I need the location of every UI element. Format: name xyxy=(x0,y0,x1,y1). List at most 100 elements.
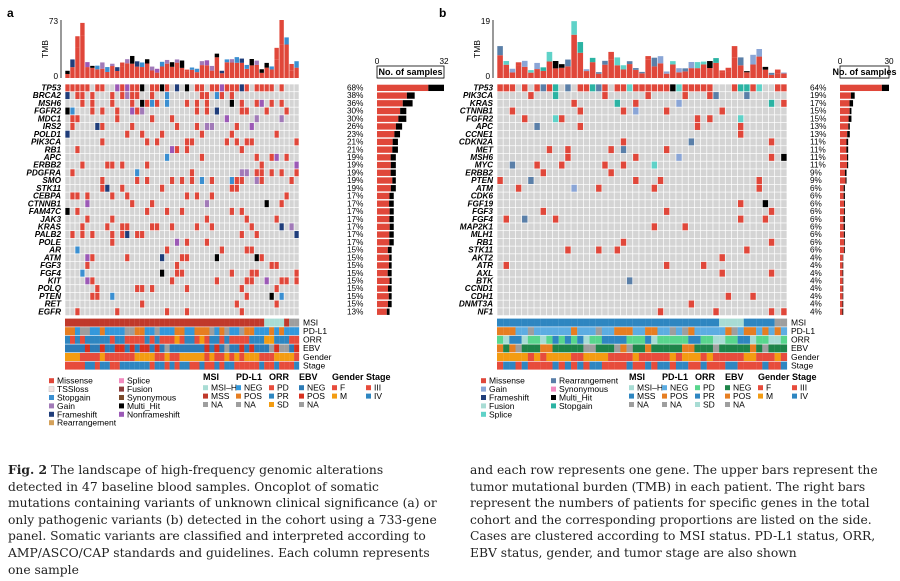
mutation-cell xyxy=(135,215,140,223)
legend-swatch xyxy=(725,385,730,391)
mutation-cell xyxy=(515,130,522,138)
mutation-cell xyxy=(75,285,80,293)
mutation-cell xyxy=(80,231,85,239)
mutation-cell xyxy=(534,107,540,115)
mutation-cell xyxy=(614,153,621,161)
mutation-cell xyxy=(239,146,244,154)
mutation-cell xyxy=(775,200,781,208)
mutation-cell xyxy=(169,300,175,308)
mutation-cell xyxy=(224,223,229,231)
mutation-cell xyxy=(169,254,175,262)
mutation-cell xyxy=(294,153,299,161)
mutation-cell xyxy=(559,146,565,154)
tmb-bar-segment xyxy=(274,47,279,60)
mutation-cell xyxy=(229,207,234,215)
mutation-cell xyxy=(254,231,259,239)
mutation-cell xyxy=(269,115,274,123)
mutation-cell xyxy=(639,285,645,293)
mutation-cell xyxy=(497,99,503,107)
mutation-cell xyxy=(224,308,229,316)
gene-pct: 6% xyxy=(810,215,822,224)
mutation-cell xyxy=(775,92,781,100)
mutation-cell xyxy=(540,292,547,300)
annotation-cell xyxy=(154,327,160,336)
mutation-cell xyxy=(731,238,738,246)
mutation-cell xyxy=(135,308,140,316)
mutation-cell xyxy=(234,176,239,185)
mutation-cell xyxy=(571,138,577,146)
mutation-cell xyxy=(700,92,707,100)
mutation-cell xyxy=(731,153,738,161)
mutation-cell xyxy=(688,207,695,215)
mutation-cell xyxy=(534,138,540,146)
mutation-cell xyxy=(762,176,769,185)
annotation-cell xyxy=(289,318,295,327)
annotation-cell xyxy=(675,318,683,327)
mutation-cell xyxy=(145,238,150,246)
mutation-cell xyxy=(150,223,155,231)
mutation-cell xyxy=(577,238,584,246)
tmb-bar-segment xyxy=(125,63,130,78)
mutation-cell xyxy=(546,161,553,169)
mutation-cell xyxy=(214,99,220,107)
mutation-cell xyxy=(95,192,100,200)
mutation-cell xyxy=(775,246,781,254)
mutation-cell xyxy=(559,92,565,100)
mutation-cell xyxy=(254,269,259,277)
mutation-cell xyxy=(179,122,185,130)
mutation-cell xyxy=(264,231,269,239)
mutation-cell xyxy=(239,161,244,169)
mutation-cell xyxy=(737,184,744,192)
mutation-cell xyxy=(269,300,274,308)
mutation-cell xyxy=(522,192,528,200)
mutation-cell xyxy=(725,146,732,154)
mutation-cell xyxy=(70,138,75,146)
mutation-cell xyxy=(614,223,621,231)
mutation-cell xyxy=(719,99,725,107)
annotation-cell xyxy=(169,335,175,344)
mutation-cell xyxy=(254,107,259,115)
mutation-cell xyxy=(756,99,762,107)
mutation-cell xyxy=(199,261,205,269)
mutation-cell xyxy=(159,285,165,293)
mutation-cell xyxy=(688,107,695,115)
annotation-cell xyxy=(214,318,220,327)
count-bar-segment xyxy=(377,254,390,261)
mutation-cell xyxy=(249,130,254,138)
annotation-cell xyxy=(129,353,135,361)
mutation-cell xyxy=(65,176,70,185)
mutation-cell xyxy=(279,292,284,300)
tmb-bar-segment xyxy=(509,72,516,78)
mutation-cell xyxy=(249,138,254,146)
mutation-cell xyxy=(100,285,105,293)
mutation-cell xyxy=(125,261,130,269)
mutation-cell xyxy=(264,200,269,208)
annotation-cell xyxy=(294,361,300,370)
mutation-cell xyxy=(224,115,229,123)
mutation-cell xyxy=(269,122,274,130)
mutation-cell xyxy=(289,84,294,92)
count-bar-segment xyxy=(390,185,396,192)
tmb-bar-segment xyxy=(540,70,547,78)
mutation-cell xyxy=(565,192,571,200)
mutation-cell xyxy=(169,292,175,300)
annotation-cell xyxy=(214,353,220,361)
mutation-cell xyxy=(546,115,553,123)
mutation-cell xyxy=(608,231,614,239)
mutation-cell xyxy=(713,107,719,115)
mutation-cell xyxy=(90,246,95,254)
mutation-cell xyxy=(120,184,125,192)
mutation-cell xyxy=(140,122,145,130)
mutation-cell xyxy=(756,300,762,308)
mutation-cell xyxy=(589,146,596,154)
annotation-cell xyxy=(552,361,559,370)
mutation-cell xyxy=(130,277,135,285)
mutation-cell xyxy=(234,138,239,146)
mutation-cell xyxy=(503,261,509,269)
gene-label: FGF3 xyxy=(40,261,61,270)
mutation-cell xyxy=(540,92,547,100)
mutation-cell xyxy=(670,254,676,262)
mutation-cell xyxy=(688,215,695,223)
mutation-cell xyxy=(725,84,732,92)
mutation-cell xyxy=(219,115,225,123)
